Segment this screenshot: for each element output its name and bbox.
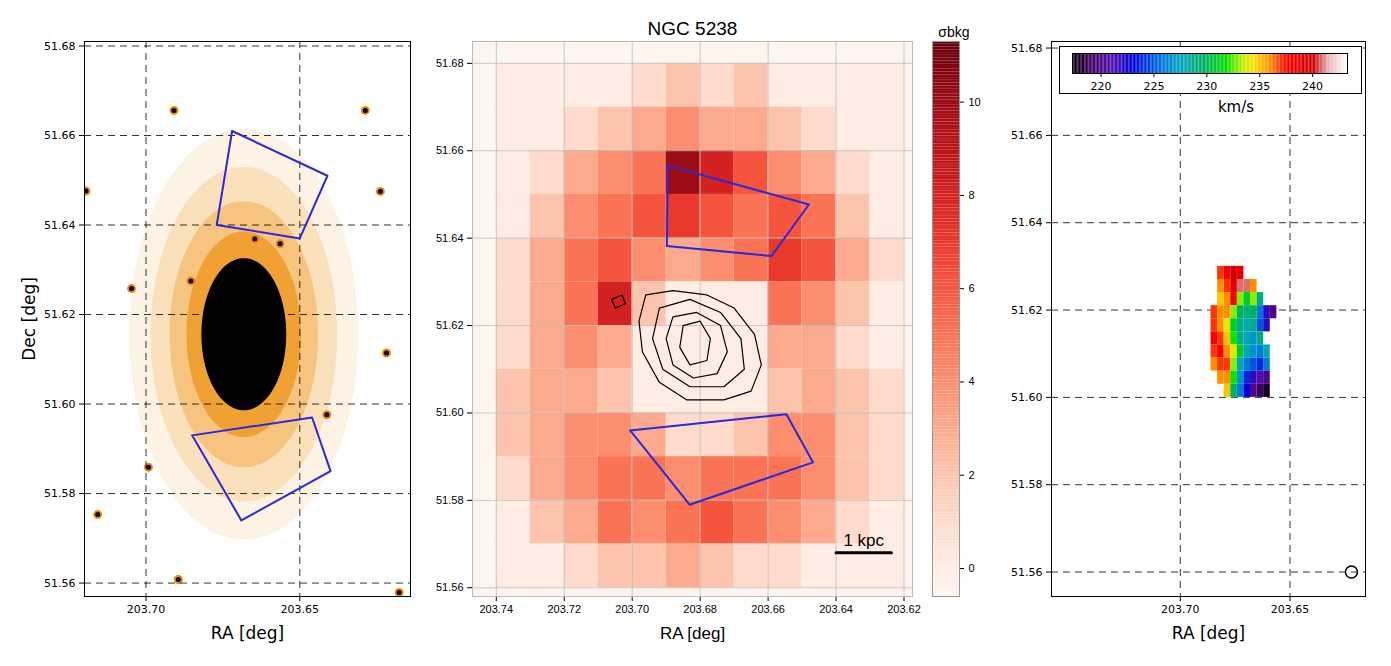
svg-text:203.70: 203.70 bbox=[615, 603, 649, 615]
svg-text:51.56: 51.56 bbox=[1011, 566, 1043, 579]
svg-text:2: 2 bbox=[969, 469, 975, 481]
svg-text:σbkg: σbkg bbox=[938, 24, 969, 40]
svg-text:203.74: 203.74 bbox=[479, 603, 513, 615]
svg-text:51.56: 51.56 bbox=[436, 581, 464, 593]
svg-text:Dec [deg]: Dec [deg] bbox=[19, 277, 39, 361]
svg-text:51.66: 51.66 bbox=[436, 144, 464, 156]
svg-text:225: 225 bbox=[1143, 80, 1164, 93]
svg-text:51.68: 51.68 bbox=[436, 57, 464, 69]
svg-text:6: 6 bbox=[969, 282, 975, 294]
svg-text:203.64: 203.64 bbox=[819, 603, 853, 615]
svg-text:51.66: 51.66 bbox=[44, 129, 76, 142]
svg-text:203.66: 203.66 bbox=[751, 603, 785, 615]
svg-text:RA [deg]: RA [deg] bbox=[1172, 623, 1245, 643]
svg-text:220: 220 bbox=[1091, 80, 1112, 93]
svg-text:51.66: 51.66 bbox=[1011, 129, 1043, 142]
svg-text:51.60: 51.60 bbox=[1011, 391, 1043, 404]
svg-text:203.68: 203.68 bbox=[683, 603, 717, 615]
svg-text:RA [deg]: RA [deg] bbox=[660, 624, 725, 643]
svg-text:203.62: 203.62 bbox=[887, 603, 921, 615]
svg-text:51.62: 51.62 bbox=[1011, 304, 1043, 317]
svg-text:NGC 5238: NGC 5238 bbox=[648, 18, 738, 39]
svg-text:51.58: 51.58 bbox=[44, 487, 76, 500]
svg-text:51.64: 51.64 bbox=[1011, 216, 1043, 229]
svg-text:51.58: 51.58 bbox=[436, 494, 464, 506]
svg-text:51.58: 51.58 bbox=[1011, 478, 1043, 491]
html-text:km/s: km/s bbox=[1217, 98, 1255, 116]
svg-text:203.70: 203.70 bbox=[1161, 603, 1200, 616]
svg-text:51.62: 51.62 bbox=[44, 308, 76, 321]
svg-text:203.65: 203.65 bbox=[281, 603, 320, 616]
svg-text:51.60: 51.60 bbox=[436, 406, 464, 418]
svg-text:51.56: 51.56 bbox=[44, 577, 76, 590]
svg-text:240: 240 bbox=[1302, 80, 1323, 93]
svg-text:51.68: 51.68 bbox=[1011, 42, 1043, 55]
svg-text:235: 235 bbox=[1249, 80, 1270, 93]
svg-text:10: 10 bbox=[969, 96, 981, 108]
svg-text:RA [deg]: RA [deg] bbox=[211, 623, 284, 643]
svg-text:8: 8 bbox=[969, 189, 975, 201]
svg-text:203.65: 203.65 bbox=[1271, 603, 1310, 616]
svg-text:230: 230 bbox=[1196, 80, 1217, 93]
svg-text:4: 4 bbox=[969, 375, 975, 387]
svg-text:0: 0 bbox=[969, 562, 975, 574]
svg-text:51.68: 51.68 bbox=[44, 39, 76, 52]
svg-text:51.62: 51.62 bbox=[436, 319, 464, 331]
svg-text:1 kpc: 1 kpc bbox=[843, 531, 884, 550]
svg-text:51.64: 51.64 bbox=[436, 232, 464, 244]
svg-text:51.60: 51.60 bbox=[44, 398, 76, 411]
svg-text:51.64: 51.64 bbox=[44, 219, 76, 232]
svg-text:203.70: 203.70 bbox=[127, 603, 166, 616]
svg-text:203.72: 203.72 bbox=[547, 603, 581, 615]
